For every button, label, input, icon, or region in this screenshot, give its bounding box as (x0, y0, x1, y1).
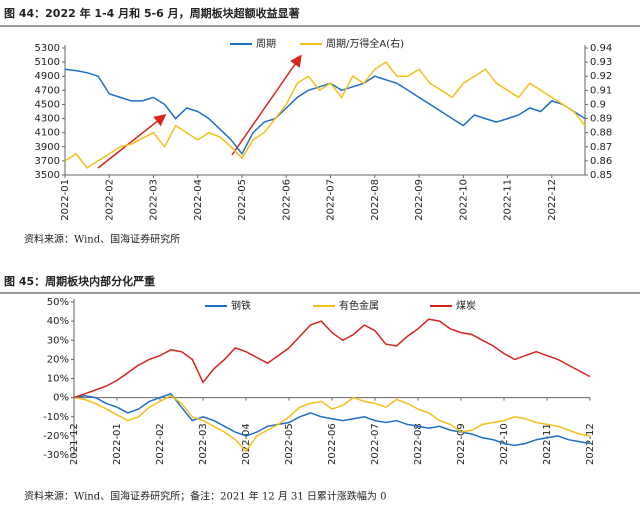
y2-tick-label: 0.94 (590, 43, 612, 54)
y-tick-label: 50% (47, 297, 69, 308)
x-tick-label: 2022-01 (112, 423, 123, 465)
y-tick-label: 3900 (35, 142, 60, 153)
y-tick-label: -10% (43, 412, 69, 423)
series-line (64, 68, 586, 156)
x-tick-label: 2022-01 (60, 179, 71, 221)
y-tick-label: 30% (47, 335, 69, 346)
y-tick-label: 10% (47, 374, 69, 385)
y-tick-label: 3500 (35, 170, 60, 181)
x-tick-label: 2022-02 (104, 179, 115, 221)
annotation-arrow (231, 54, 302, 156)
y-tick-label: 4900 (35, 71, 60, 82)
y2-tick-label: 0.86 (590, 156, 612, 167)
source-note: 资料来源：Wind、国海证券研究所 (24, 233, 180, 246)
y2-tick-label: 0.93 (590, 57, 612, 68)
y-tick-label: 5100 (35, 57, 60, 68)
figure-caption: 图 44：2022 年 1-4 月和 5-6 月，周期板块超额收益显著 (4, 6, 300, 20)
x-tick-label: 2022-11 (542, 423, 553, 465)
x-tick-label: 2022-03 (149, 179, 160, 221)
annotation-arrow (97, 114, 167, 169)
y-tick-label: 3700 (35, 156, 60, 167)
x-tick-label: 2022-08 (370, 179, 381, 221)
x-tick-label: 2022-07 (370, 423, 381, 465)
y-tick-label: 40% (47, 316, 69, 327)
y-tick-label: 4300 (35, 114, 60, 125)
x-tick-label: 2022-06 (281, 179, 292, 221)
x-tick-label: 2022-08 (413, 423, 424, 465)
legend-label: 周期 (256, 38, 276, 50)
series-line (73, 394, 591, 453)
y-tick-label: -20% (43, 431, 69, 442)
legend-label: 钢铁 (231, 299, 251, 312)
series-line (64, 61, 586, 169)
y-tick-label: 4700 (35, 85, 60, 96)
source-note: 资料来源：Wind、国海证券研究所；备注：2021 年 12 月 31 日累计涨… (24, 490, 386, 503)
y2-tick-label: 0.9 (590, 99, 606, 110)
y-tick-label: 5300 (35, 43, 60, 54)
series-line (73, 318, 591, 399)
y2-tick-label: 0.88 (590, 128, 612, 139)
x-tick-label: 2022-11 (503, 179, 514, 221)
x-tick-label: 2022-07 (326, 179, 337, 221)
x-tick-label: 2022-04 (241, 423, 252, 465)
x-tick-label: 2021-12 (69, 423, 80, 465)
y2-tick-label: 0.89 (590, 114, 612, 125)
y-tick-label: -30% (43, 450, 69, 461)
y-tick-label: 4500 (35, 99, 60, 110)
y-tick-label: 20% (47, 354, 69, 365)
legend-label: 周期/万得全A(右) (326, 37, 404, 50)
y2-tick-label: 0.85 (590, 170, 612, 181)
x-tick-label: 2022-09 (414, 179, 425, 221)
x-tick-label: 2022-12 (585, 423, 596, 465)
legend-label: 煤炭 (456, 299, 476, 312)
y-tick-label: 0% (53, 393, 69, 404)
x-tick-label: 2022-09 (456, 423, 467, 465)
x-tick-label: 2022-02 (155, 423, 166, 465)
x-tick-label: 2022-10 (458, 179, 469, 221)
x-tick-label: 2022-05 (284, 423, 295, 465)
y2-tick-label: 0.92 (590, 71, 612, 82)
x-tick-label: 2022-05 (237, 179, 248, 221)
legend-label: 有色金属 (339, 299, 379, 312)
x-tick-label: 2022-12 (547, 179, 558, 221)
y2-tick-label: 0.91 (590, 85, 612, 96)
figure-caption: 图 45：周期板块内部分化严重 (4, 274, 155, 288)
series-line (73, 392, 591, 447)
x-tick-label: 2022-06 (327, 423, 338, 465)
y-tick-label: 4100 (35, 128, 60, 139)
y2-tick-label: 0.87 (590, 142, 612, 153)
x-tick-label: 2022-03 (198, 423, 209, 465)
x-tick-label: 2022-04 (193, 179, 204, 221)
